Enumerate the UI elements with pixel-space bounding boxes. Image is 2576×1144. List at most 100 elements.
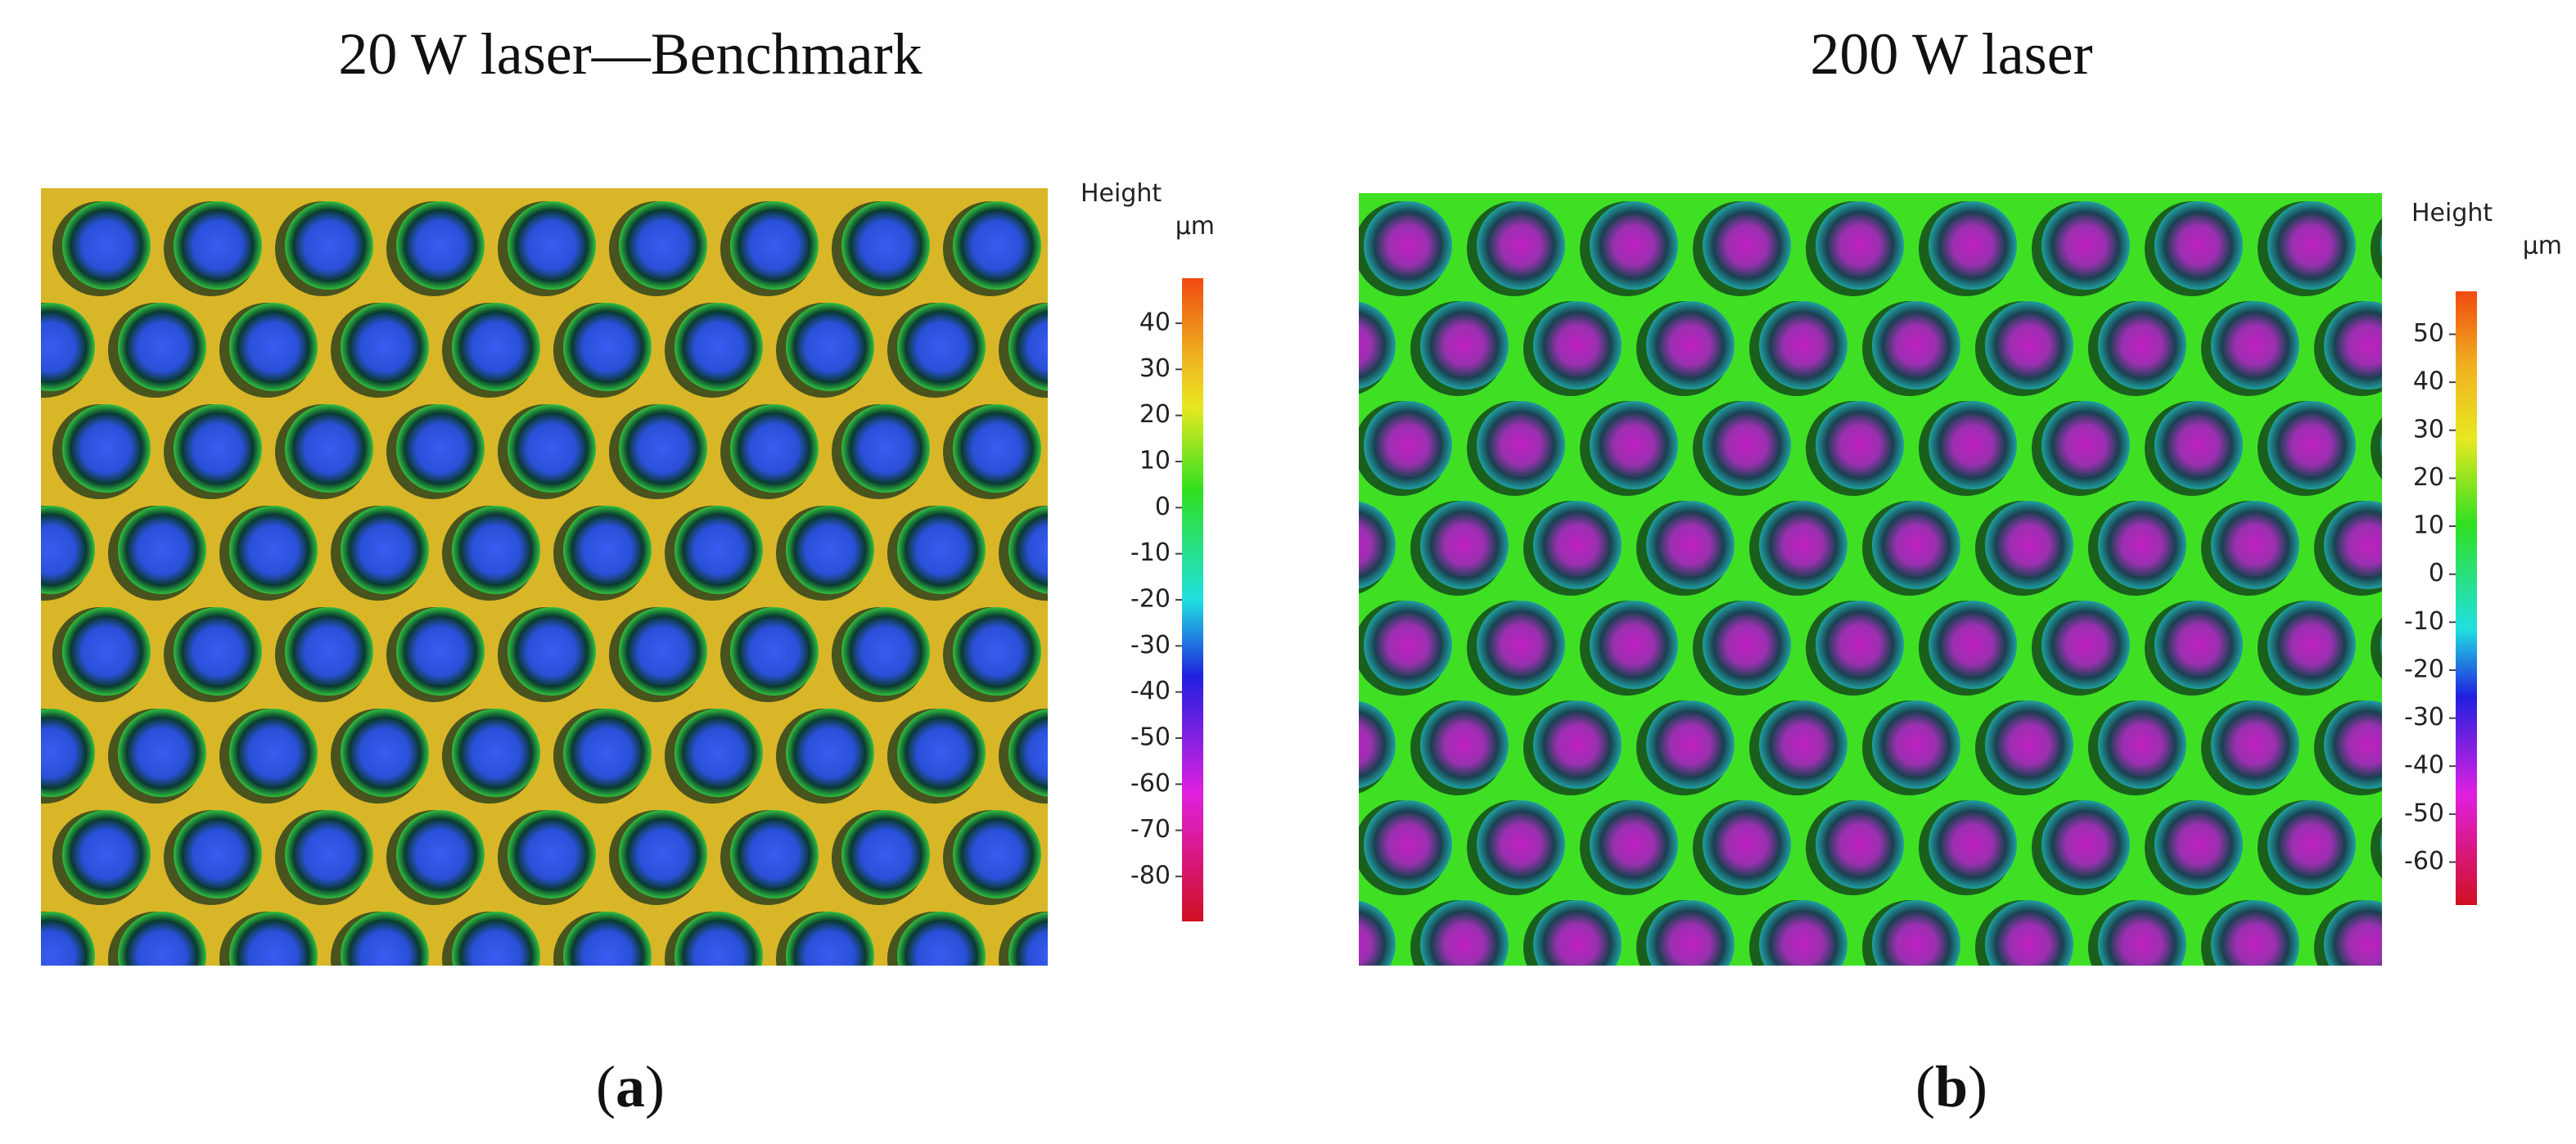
hole: [452, 506, 540, 594]
hole: [2098, 501, 2186, 589]
hole: [897, 912, 986, 966]
hole-shadow: [2427, 900, 2522, 995]
hole: [396, 201, 485, 290]
panel-title: 20 W laser—Benchmark: [338, 21, 922, 87]
caption-open: (: [1915, 1054, 1935, 1119]
hole: [674, 912, 763, 966]
hole: [229, 506, 318, 594]
hole: [341, 506, 429, 594]
hole: [1477, 401, 1565, 489]
hole: [2380, 433, 2382, 457]
hole: [62, 607, 151, 696]
hole: [1590, 601, 1678, 689]
hole: [1872, 301, 1960, 390]
tick-label: -60: [2404, 847, 2444, 876]
hole: [2267, 601, 2356, 689]
tick-label: 40: [2413, 367, 2444, 396]
hole: [118, 709, 206, 797]
hole: [1929, 401, 2017, 489]
hole: [62, 201, 151, 290]
hole: [1703, 601, 1791, 689]
hole-shadow: [1054, 404, 1149, 499]
hole: [174, 607, 262, 696]
hole: [1251, 800, 1339, 889]
tick-label: 50: [2413, 319, 2444, 348]
hole: [508, 810, 596, 899]
hole: [1646, 501, 1735, 589]
hole: [1359, 900, 1396, 966]
hole: [2211, 900, 2299, 966]
hole: [1985, 301, 2073, 390]
hole: [2437, 301, 2525, 390]
hole: [118, 506, 206, 594]
hole: [452, 709, 540, 797]
hole: [229, 912, 318, 966]
hole-shadow: [2371, 617, 2382, 679]
hole: [508, 404, 596, 493]
hole: [341, 709, 429, 797]
hole: [1703, 401, 1791, 489]
hole: [2267, 401, 2356, 489]
hole-shadow: [1241, 201, 1336, 296]
hole: [285, 607, 373, 696]
hole: [1120, 912, 1208, 1000]
hole: [0, 810, 39, 899]
hole-shadow: [2371, 817, 2382, 879]
hole: [2437, 900, 2525, 989]
hole: [2098, 900, 2186, 966]
panel-title: 200 W laser: [1810, 21, 2092, 87]
hole: [396, 607, 485, 696]
hole: [730, 201, 819, 290]
hole-shadow: [0, 607, 36, 702]
hole: [730, 404, 819, 493]
hole: [897, 303, 986, 391]
hole: [786, 709, 874, 797]
hole: [1985, 501, 2073, 589]
hole: [452, 912, 540, 966]
hole: [2154, 201, 2243, 290]
hole: [1816, 601, 1904, 689]
hole: [1008, 709, 1048, 797]
tick-label: 30: [2413, 415, 2444, 444]
hole: [452, 303, 540, 391]
hole-shadow: [1110, 912, 1205, 1007]
hole: [1929, 201, 2017, 290]
hole: [2380, 633, 2382, 657]
hole: [1359, 301, 1396, 390]
hole: [730, 810, 819, 899]
hole-shadow: [2371, 218, 2382, 280]
hole: [2041, 601, 2130, 689]
hole: [2211, 700, 2299, 789]
hole: [41, 709, 95, 797]
hole: [41, 506, 95, 594]
hole: [841, 201, 930, 290]
hole: [619, 607, 707, 696]
hole: [1646, 301, 1735, 390]
hole: [1533, 700, 1622, 789]
hole: [897, 506, 986, 594]
tick-label: -80: [1130, 861, 1171, 890]
hole: [174, 404, 262, 493]
caption-letter: a: [616, 1054, 645, 1119]
hole: [619, 810, 707, 899]
hole: [1872, 501, 1960, 589]
hole: [1008, 506, 1048, 594]
hole-shadow: [1241, 401, 1336, 496]
hole-shadow: [0, 201, 36, 296]
hole: [396, 810, 485, 899]
hole: [0, 201, 39, 290]
hole: [1759, 700, 1847, 789]
tick-label: 10: [1139, 447, 1171, 475]
hole: [174, 201, 262, 290]
hole: [841, 607, 930, 696]
hole: [1420, 700, 1509, 789]
hole: [786, 912, 874, 966]
hole: [1816, 201, 1904, 290]
tick-label: -10: [2404, 607, 2444, 636]
hole: [730, 607, 819, 696]
surface-image: [1241, 193, 2525, 995]
hole: [1533, 501, 1622, 589]
caption-letter: b: [1935, 1054, 1968, 1119]
hole: [0, 607, 39, 696]
hole: [2041, 401, 2130, 489]
